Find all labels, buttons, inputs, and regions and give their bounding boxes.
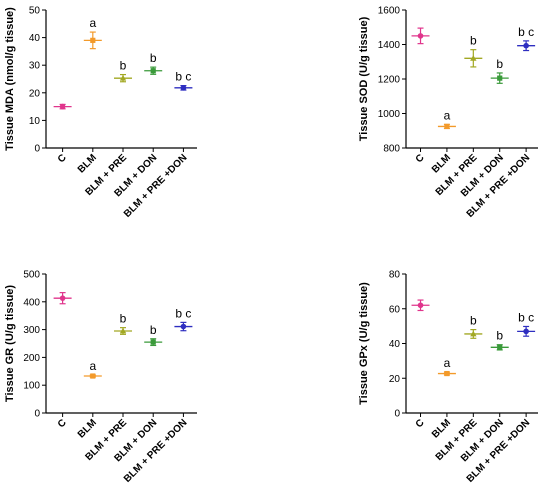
significance-label: a	[444, 356, 451, 370]
y-tick-label: 1600	[378, 6, 401, 17]
x-tick-label: C	[56, 417, 69, 430]
y-axis-label: Tissue GPx (U/g tissue)	[358, 282, 370, 405]
data-point	[470, 330, 477, 337]
y-axis-label: Tissue MDA (nmol/g tissue)	[4, 7, 16, 151]
significance-label: b	[470, 34, 477, 48]
x-tick-label: BLM	[76, 152, 99, 175]
significance-label: b	[470, 314, 477, 328]
y-tick-label: 300	[23, 325, 40, 336]
y-tick-label: 200	[23, 353, 40, 364]
y-tick-label: 20	[389, 374, 401, 385]
y-tick-label: 1400	[378, 40, 401, 51]
chart-panel-mda: 0 10 20 30 40 50 Tissue MDA (nmol/g tissue) C BL…	[4, 6, 197, 220]
y-tick-label: 10	[29, 116, 41, 127]
y-tick-label: 1000	[378, 109, 401, 120]
data-point	[59, 295, 66, 301]
y-tick-label: 400	[23, 297, 40, 308]
significance-label: b c	[175, 306, 191, 320]
y-axis-label: Tissue GR (U/g tissue)	[4, 285, 16, 402]
significance-label: a	[89, 16, 96, 30]
data-point	[90, 373, 96, 379]
data-point	[90, 37, 96, 43]
y-tick-label: 0	[34, 409, 40, 420]
x-tick-label: BLM	[430, 417, 453, 440]
y-tick-label: 80	[389, 270, 401, 281]
y-tick-label: 0	[34, 144, 40, 155]
y-tick-label: 60	[389, 304, 401, 315]
data-point	[417, 33, 424, 39]
significance-label: b c	[518, 25, 534, 39]
significance-label: b	[496, 329, 503, 343]
y-tick-label: 30	[29, 61, 41, 72]
y-tick-label: 20	[29, 88, 41, 99]
x-tick-label: BLM	[430, 152, 453, 175]
data-point	[150, 68, 156, 74]
data-point	[180, 323, 187, 330]
data-point	[470, 55, 477, 61]
data-point	[59, 103, 66, 110]
chart-panel-gr: 0 100 200 300 400 500 Tissue GR (U/g tissue) C B…	[4, 270, 197, 485]
significance-label: b	[120, 312, 127, 326]
data-point	[497, 344, 503, 350]
y-tick-label: 50	[29, 6, 41, 17]
data-point	[119, 327, 127, 334]
y-axis-label: Tissue SOD (U/g tissue)	[358, 16, 370, 141]
data-point	[523, 42, 529, 49]
x-tick-label: BLM	[76, 417, 99, 440]
y-tick-label: 40	[389, 339, 401, 350]
y-tick-label: 100	[23, 381, 40, 392]
x-tick-label: C	[56, 152, 69, 165]
significance-label: a	[444, 108, 451, 122]
significance-label: a	[89, 359, 96, 373]
data-point	[497, 75, 503, 81]
significance-label: b	[496, 57, 503, 71]
y-tick-label: 1200	[378, 75, 401, 86]
significance-label: b c	[518, 310, 534, 324]
y-tick-label: 800	[383, 144, 400, 155]
data-point	[150, 339, 156, 345]
significance-label: b	[150, 51, 157, 65]
y-tick-label: 0	[394, 409, 400, 420]
y-tick-label: 40	[29, 33, 41, 44]
data-point	[180, 85, 187, 91]
data-point	[119, 74, 127, 81]
data-point	[523, 328, 529, 335]
chart-panel-sod: 800 1000 1200 1400 1600 Tissue SOD (U/g tissu…	[358, 6, 538, 220]
y-tick-label: 500	[23, 270, 40, 281]
data-point	[444, 123, 450, 130]
data-point	[417, 302, 424, 309]
data-point	[444, 370, 450, 377]
significance-label: b c	[175, 70, 191, 84]
significance-label: b	[150, 323, 157, 337]
significance-label: b	[120, 59, 127, 73]
x-tick-label: C	[414, 152, 427, 165]
x-tick-label: C	[414, 417, 427, 430]
